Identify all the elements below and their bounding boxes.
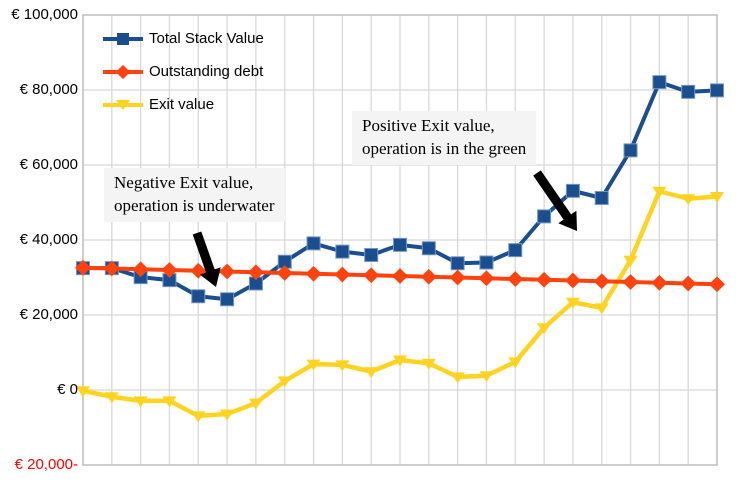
square-marker-icon	[652, 75, 667, 90]
legend-marker-exit-value	[103, 98, 143, 112]
square-marker-icon	[220, 292, 235, 307]
diamond-marker-icon	[680, 275, 697, 292]
square-marker-icon	[479, 255, 494, 270]
annotation-arrow-1-icon	[192, 231, 221, 287]
triangle-down-marker-icon	[710, 192, 724, 203]
triangle-down-marker-icon	[393, 355, 407, 367]
diamond-marker-icon	[651, 274, 668, 291]
triangle-down-marker-icon	[191, 411, 206, 423]
triangle-down-marker-icon	[335, 360, 350, 372]
legend-marker-total-stack-value	[103, 32, 143, 46]
y-axis-label: € 100,000	[11, 6, 78, 23]
square-marker-icon	[393, 237, 407, 252]
square-marker-icon	[623, 143, 638, 158]
diamond-marker-icon	[161, 262, 178, 278]
triangle-down-marker-icon	[421, 358, 436, 370]
diamond-marker-icon	[622, 274, 639, 290]
diamond-marker-icon	[132, 261, 149, 278]
triangle-down-marker-icon	[594, 303, 609, 315]
triangle-down-marker-icon	[623, 255, 638, 267]
triangle-down-marker-icon	[537, 323, 552, 335]
square-marker-icon	[117, 32, 129, 45]
legend-item-total-stack-value: Total Stack Value	[103, 22, 264, 55]
square-marker-icon	[508, 243, 523, 258]
y-axis-label: € 40,000	[19, 231, 78, 248]
y-axis-label: € 0	[57, 381, 78, 398]
plot-border	[82, 14, 718, 466]
diamond-marker-icon	[219, 263, 236, 280]
legend-item-outstanding-debt: Outstanding debt	[103, 55, 264, 88]
legend-marker-outstanding-debt	[103, 64, 143, 79]
annotation-text-line: operation is underwater	[114, 196, 275, 215]
triangle-down-marker-icon	[565, 297, 580, 309]
diamond-marker-icon	[363, 267, 380, 284]
triangle-down-marker-icon	[116, 99, 130, 110]
annotation-text-line: Negative Exit value,	[114, 173, 254, 192]
legend-label: Outstanding debt	[149, 63, 264, 80]
y-axis-label: € 20,000	[19, 306, 78, 323]
triangle-down-marker-icon	[248, 398, 263, 410]
diamond-marker-icon	[115, 64, 131, 79]
annotation-negative-exit: Negative Exit value, operation is underw…	[104, 168, 285, 222]
diamond-marker-icon	[536, 271, 553, 288]
square-marker-icon	[565, 183, 580, 198]
annotation-positive-exit: Positive Exit value, operation is in the…	[352, 111, 537, 165]
diamond-marker-icon	[449, 269, 466, 286]
triangle-down-marker-icon	[652, 186, 667, 198]
diamond-marker-icon	[334, 266, 351, 283]
diamond-marker-icon	[709, 276, 725, 293]
annotation-arrow-2-icon	[533, 170, 577, 231]
square-marker-icon	[710, 83, 724, 98]
square-marker-icon	[537, 209, 552, 224]
square-marker-icon	[450, 256, 465, 271]
diamond-marker-icon	[392, 268, 408, 284]
legend-label: Exit value	[149, 96, 215, 113]
triangle-down-marker-icon	[479, 371, 494, 383]
triangle-down-marker-icon	[364, 367, 379, 379]
square-marker-icon	[335, 244, 350, 259]
diamond-marker-icon	[564, 272, 581, 289]
square-marker-icon	[421, 241, 436, 256]
triangle-down-marker-icon	[162, 396, 177, 408]
triangle-down-marker-icon	[104, 392, 119, 404]
diamond-marker-icon	[276, 265, 293, 281]
legend-item-exit-value: Exit value	[103, 88, 264, 121]
y-axis-label: € 20,000-	[14, 456, 78, 473]
triangle-down-marker-icon	[133, 396, 148, 408]
triangle-down-marker-icon	[450, 372, 465, 384]
square-marker-icon	[681, 84, 696, 99]
diamond-marker-icon	[420, 268, 437, 285]
square-marker-icon	[364, 248, 379, 262]
diamond-marker-icon	[507, 271, 524, 287]
diamond-marker-icon	[478, 270, 495, 287]
diamond-marker-icon	[593, 273, 610, 290]
triangle-down-marker-icon	[220, 409, 235, 421]
square-marker-icon	[191, 289, 206, 304]
triangle-down-marker-icon	[681, 194, 696, 206]
diamond-marker-icon	[305, 265, 322, 282]
legend-label: Total Stack Value	[149, 30, 264, 47]
y-axis-label: € 80,000	[19, 81, 78, 98]
chart-legend: Total Stack Value Outstanding debt Exit …	[103, 22, 264, 121]
triangle-down-marker-icon	[508, 357, 523, 369]
y-axis-label: € 60,000	[19, 156, 78, 173]
annotation-text-line: Positive Exit value,	[362, 116, 495, 135]
square-marker-icon	[306, 236, 321, 251]
triangle-down-marker-icon	[306, 359, 321, 371]
annotation-text-line: operation is in the green	[362, 139, 527, 158]
square-marker-icon	[594, 191, 609, 205]
triangle-down-marker-icon	[76, 386, 90, 398]
triangle-down-marker-icon	[277, 376, 292, 388]
